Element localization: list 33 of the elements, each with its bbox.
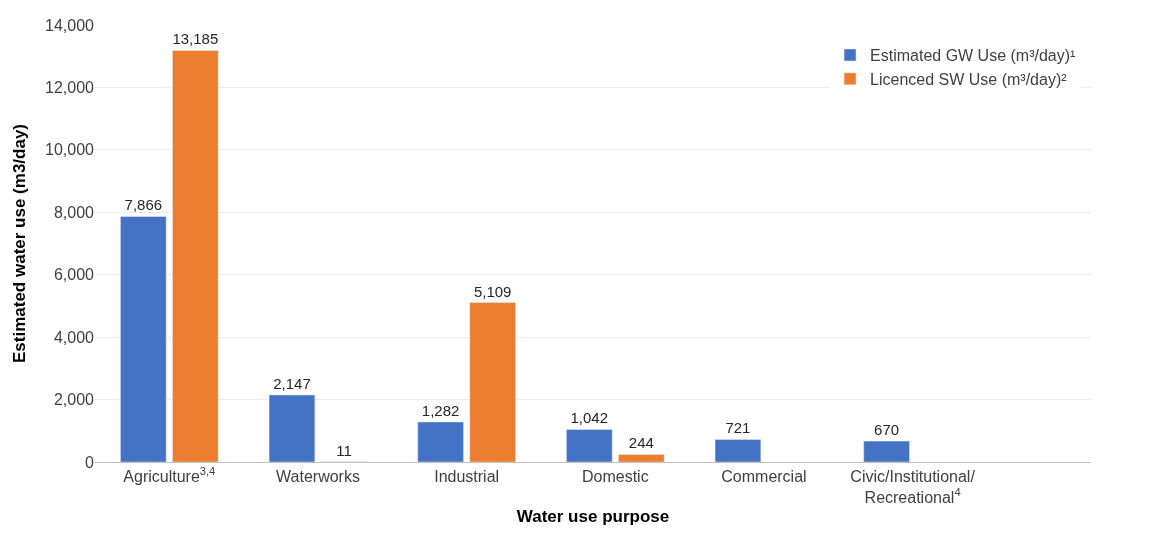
data-label: 1,042 bbox=[570, 409, 609, 427]
x-tick-label: Commercial bbox=[721, 468, 807, 486]
y-tick-label: 2,000 bbox=[53, 391, 95, 409]
bar bbox=[714, 439, 762, 462]
bar bbox=[566, 429, 613, 462]
y-tick-label: 8,000 bbox=[53, 203, 95, 221]
y-tick-label: 0 bbox=[85, 453, 95, 471]
bar bbox=[417, 421, 464, 462]
y-tick-label: 6,000 bbox=[53, 266, 95, 284]
y-tick-label: 12,000 bbox=[45, 79, 95, 97]
data-label: 670 bbox=[874, 421, 900, 439]
bar bbox=[618, 454, 665, 462]
x-axis-title: Water use purpose bbox=[516, 507, 670, 527]
y-tick-label: 10,000 bbox=[45, 141, 95, 159]
x-tick-label: Domestic bbox=[581, 468, 649, 486]
x-tick-label: Agriculture$^{3,4}$ bbox=[123, 465, 216, 486]
bar bbox=[863, 440, 910, 462]
y-axis-title: Estimated water use (m3/day) bbox=[9, 123, 29, 364]
x-tick-label: Industrial bbox=[434, 468, 500, 486]
y-tick-label: 14,000 bbox=[45, 16, 95, 34]
data-label: 1,282 bbox=[421, 401, 460, 419]
data-label: 5,109 bbox=[473, 282, 512, 300]
data-label: 721 bbox=[725, 419, 751, 437]
legend-label: Estimated GW Use (m³/day)¹ bbox=[870, 47, 1076, 65]
data-label: 7,866 bbox=[124, 196, 163, 214]
y-tick-label: 4,000 bbox=[53, 328, 95, 346]
x-tick-label: Civic/Institutional/ Recreational$^{4}$ bbox=[850, 468, 976, 506]
legend-label: Licenced SW Use (m³/day)² bbox=[870, 71, 1068, 89]
data-label: 11 bbox=[336, 441, 352, 459]
data-label: 244 bbox=[628, 434, 654, 452]
data-label: 13,185 bbox=[172, 30, 219, 48]
x-tick-label: Waterworks bbox=[276, 468, 360, 486]
data-label: 2,147 bbox=[273, 374, 311, 392]
